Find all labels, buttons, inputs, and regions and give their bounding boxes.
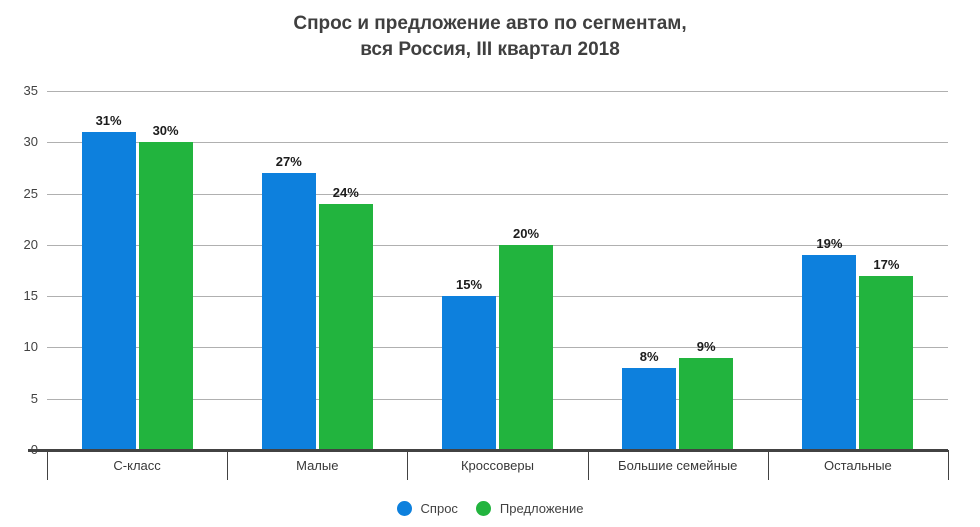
bar-demand[interactable] <box>442 296 496 450</box>
value-label: 20% <box>512 225 540 241</box>
chart-title: Спрос и предложение авто по сегментам, в… <box>0 11 980 63</box>
bar-demand[interactable] <box>622 367 677 450</box>
x-axis-tick <box>407 450 409 480</box>
bar-supply[interactable] <box>679 357 734 450</box>
value-label: 17% <box>873 256 900 272</box>
demand-dot-icon <box>396 501 412 516</box>
value-label: 8% <box>639 348 659 364</box>
legend-item-demand: Спрос <box>396 501 458 516</box>
category-label: Малые <box>296 458 339 473</box>
category-label: Остальные <box>824 458 892 473</box>
gridline <box>47 245 948 246</box>
bar-supply[interactable] <box>318 203 373 450</box>
legend-label-supply: Предложение <box>499 501 584 516</box>
x-axis-tick <box>227 450 229 480</box>
chart-title-line2: вся Россия, III квартал 2018 <box>360 39 620 60</box>
supply-dot-icon <box>475 501 491 516</box>
value-label: 9% <box>696 338 716 354</box>
gridline <box>47 399 948 400</box>
bar-demand[interactable] <box>81 132 136 450</box>
gridline <box>47 91 948 92</box>
category-label: Кроссоверы <box>460 458 534 473</box>
bar-demand[interactable] <box>802 255 857 450</box>
value-label: 24% <box>332 184 359 200</box>
category-label: С-класс <box>113 458 161 473</box>
chart-title-line1: Спрос и предложение авто по сегментам, <box>293 13 687 34</box>
x-axis-tick <box>587 450 589 480</box>
y-tick-label: 5 <box>30 391 38 406</box>
x-axis-line <box>28 449 948 452</box>
y-tick-label: 30 <box>23 134 38 149</box>
x-axis-tick <box>47 450 48 480</box>
value-label: 30% <box>152 123 179 139</box>
value-label: 19% <box>816 236 843 252</box>
gridline <box>47 347 948 348</box>
value-label: 27% <box>275 154 302 170</box>
y-tick-label: 20 <box>23 237 38 252</box>
legend-label-demand: Спрос <box>420 501 458 516</box>
bar-demand[interactable] <box>261 173 316 450</box>
x-axis-tick <box>948 450 949 480</box>
bar-supply[interactable] <box>499 244 553 450</box>
y-tick-label: 10 <box>23 339 38 354</box>
value-label: 31% <box>95 113 122 128</box>
chart-legend: Спрос Предложение <box>0 501 980 516</box>
y-tick-label: 35 <box>23 83 38 98</box>
x-axis-tick <box>767 450 769 480</box>
value-label: 15% <box>455 277 483 293</box>
bar-supply[interactable] <box>859 275 914 450</box>
gridline <box>47 142 948 143</box>
category-label: Большие семейные <box>618 458 738 473</box>
y-tick-label: 25 <box>23 186 38 201</box>
gridline <box>47 296 948 297</box>
y-tick-label: 15 <box>23 288 38 303</box>
legend-item-supply: Предложение <box>475 501 584 516</box>
gridline <box>47 194 948 195</box>
bar-supply[interactable] <box>138 142 193 450</box>
